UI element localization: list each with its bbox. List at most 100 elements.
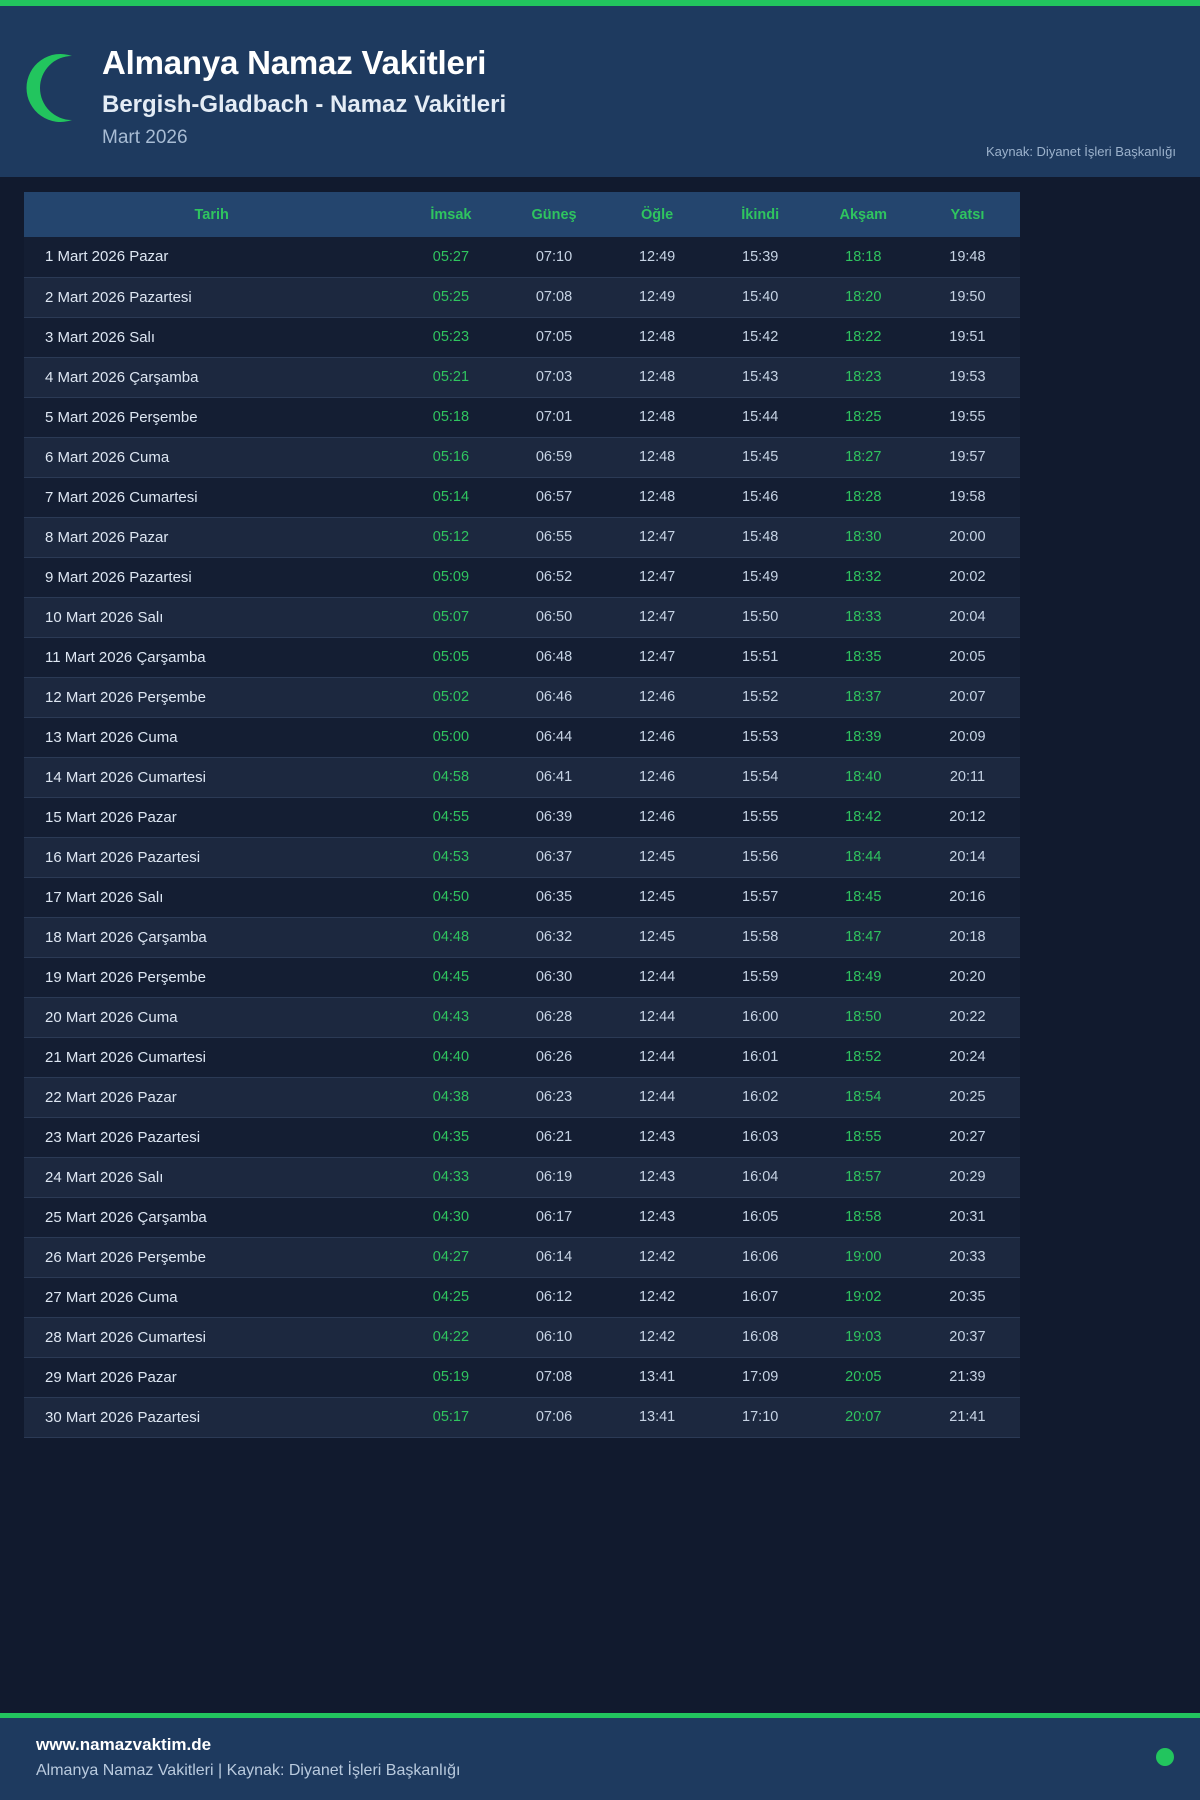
cell-date: 22 Mart 2026 Pazar xyxy=(45,1088,177,1106)
cell-ikindi: 16:04 xyxy=(742,1169,779,1185)
crescent-moon-icon xyxy=(22,52,88,124)
table-row[interactable]: 12 Mart 2026 Perşembe 05:02 06:46 12:46 15:5… xyxy=(24,677,1020,717)
table-row[interactable]: 24 Mart 2026 Salı 04:33 06:19 12:43 16:04 18:… xyxy=(24,1157,1020,1197)
cell-imsak: 05:09 xyxy=(432,569,470,585)
table-row[interactable]: 13 Mart 2026 Cuma 05:00 06:44 12:46 15:53 18:… xyxy=(24,717,1020,757)
column-header-gunes[interactable]: Güneş xyxy=(502,192,606,237)
cell-imsak: 05:14 xyxy=(432,489,470,505)
cell-gunes: 07:10 xyxy=(535,248,573,265)
city-subtitle: Bergish-Gladbach - Namaz Vakitleri xyxy=(102,91,507,118)
cell-ogle: 12:42 xyxy=(638,1249,676,1265)
cell-date: 19 Mart 2026 Perşembe xyxy=(45,968,206,986)
cell-date: 16 Mart 2026 Pazartesi xyxy=(45,848,201,866)
cell-date: 18 Mart 2026 Çarşamba xyxy=(45,928,207,946)
table-row[interactable]: 5 Mart 2026 Perşembe 05:18 07:01 12:48 15:44… xyxy=(24,397,1020,437)
table-row[interactable]: 18 Mart 2026 Çarşamba 04:48 06:32 12:45 15:5… xyxy=(24,917,1020,957)
cell-gunes: 06:23 xyxy=(535,1089,573,1105)
cell-date: 11 Mart 2026 Çarşamba xyxy=(45,648,206,666)
cell-aksam: 18:28 xyxy=(845,489,882,505)
cell-imsak: 04:33 xyxy=(432,1169,470,1185)
table-row[interactable]: 6 Mart 2026 Cuma 05:16 06:59 12:48 15:45 18:2… xyxy=(24,437,1020,477)
cell-yatsi: 20:29 xyxy=(949,1169,986,1185)
table-row[interactable]: 19 Mart 2026 Perşembe 04:45 06:30 12:44 15:5… xyxy=(24,957,1020,997)
cell-yatsi: 20:00 xyxy=(949,529,986,545)
column-header-imsak[interactable]: İmsak xyxy=(399,192,503,237)
table-row[interactable]: 30 Mart 2026 Pazartesi 05:17 07:06 13:41 17:… xyxy=(24,1397,1020,1437)
table-row[interactable]: 17 Mart 2026 Salı 04:50 06:35 12:45 15:57 18:… xyxy=(24,877,1020,917)
cell-gunes: 06:14 xyxy=(535,1249,573,1265)
cell-ikindi: 16:07 xyxy=(742,1289,779,1305)
footer-site-link[interactable]: www.namazvaktim.de xyxy=(36,1735,212,1754)
column-header-tarih[interactable]: Tarih xyxy=(24,192,400,237)
cell-ogle: 13:41 xyxy=(638,1369,676,1385)
cell-aksam: 18:27 xyxy=(845,449,882,465)
table-row[interactable]: 2 Mart 2026 Pazartesi 05:25 07:08 12:49 15:4… xyxy=(24,277,1020,317)
table-row[interactable]: 3 Mart 2026 Salı 05:23 07:05 12:48 15:42 18:2… xyxy=(24,317,1020,357)
cell-imsak: 04:58 xyxy=(432,769,470,785)
table-row[interactable]: 9 Mart 2026 Pazartesi 05:09 06:52 12:47 15:4… xyxy=(24,557,1020,597)
cell-aksam: 18:57 xyxy=(845,1169,882,1185)
cell-yatsi: 20:04 xyxy=(949,609,986,625)
cell-aksam: 18:42 xyxy=(845,809,882,825)
cell-aksam: 19:03 xyxy=(845,1329,882,1345)
table-row[interactable]: 23 Mart 2026 Pazartesi 04:35 06:21 12:43 16:… xyxy=(24,1117,1020,1157)
table-row[interactable]: 8 Mart 2026 Pazar 05:12 06:55 12:47 15:48 18:… xyxy=(24,517,1020,557)
table-row[interactable]: 11 Mart 2026 Çarşamba 05:05 06:48 12:47 15:5… xyxy=(24,637,1020,677)
cell-aksam: 18:55 xyxy=(845,1129,882,1145)
cell-aksam: 18:33 xyxy=(845,609,882,625)
cell-aksam: 18:50 xyxy=(845,1009,882,1025)
cell-yatsi: 20:35 xyxy=(949,1289,986,1305)
table-row[interactable]: 16 Mart 2026 Pazartesi 04:53 06:37 12:45 15:… xyxy=(24,837,1020,877)
table-row[interactable]: 1 Mart 2026 Pazar 05:27 07:10 12:49 15:39 18:… xyxy=(24,237,1020,277)
cell-ogle: 12:47 xyxy=(638,649,676,665)
column-header-yatsi[interactable]: Yatsı xyxy=(914,192,1020,237)
cell-ogle: 12:46 xyxy=(638,729,676,745)
cell-aksam: 18:35 xyxy=(845,649,882,665)
cell-imsak: 04:25 xyxy=(432,1289,470,1305)
cell-aksam: 20:07 xyxy=(845,1409,882,1425)
cell-yatsi: 20:12 xyxy=(949,809,986,825)
cell-imsak: 04:35 xyxy=(432,1129,470,1145)
cell-gunes: 06:26 xyxy=(535,1049,573,1065)
cell-yatsi: 20:09 xyxy=(949,729,986,745)
prayer-times-table: Tarih İmsak Güneş Öğle İkindi Akşam Yats… xyxy=(24,192,1020,1438)
table-row[interactable]: 14 Mart 2026 Cumartesi 04:58 06:41 12:46 15:… xyxy=(24,757,1020,797)
cell-date: 4 Mart 2026 Çarşamba xyxy=(45,368,199,386)
cell-date: 24 Mart 2026 Salı xyxy=(45,1168,164,1186)
table-row[interactable]: 29 Mart 2026 Pazar 05:19 07:08 13:41 17:09 20… xyxy=(24,1357,1020,1397)
table-row[interactable]: 26 Mart 2026 Perşembe 04:27 06:14 12:42 16:0… xyxy=(24,1237,1020,1277)
cell-ogle: 12:49 xyxy=(638,289,676,305)
cell-date: 15 Mart 2026 Pazar xyxy=(45,808,177,826)
cell-yatsi: 20:33 xyxy=(949,1249,986,1265)
table-row[interactable]: 10 Mart 2026 Salı 05:07 06:50 12:47 15:50 18:… xyxy=(24,597,1020,637)
cell-gunes: 07:03 xyxy=(535,369,573,385)
table-row[interactable]: 27 Mart 2026 Cuma 04:25 06:12 12:42 16:07 19:… xyxy=(24,1277,1020,1317)
cell-ogle: 12:45 xyxy=(638,929,676,945)
cell-ogle: 12:47 xyxy=(638,569,676,585)
table-row[interactable]: 28 Mart 2026 Cumartesi 04:22 06:10 12:42 16:… xyxy=(24,1317,1020,1357)
cell-yatsi: 21:41 xyxy=(949,1409,986,1425)
page-header: Almanya Namaz Vakitleri Bergish-Gladbach… xyxy=(0,6,1200,177)
table-row[interactable]: 21 Mart 2026 Cumartesi 04:40 06:26 12:44 16:… xyxy=(24,1037,1020,1077)
table-row[interactable]: 4 Mart 2026 Çarşamba 05:21 07:03 12:48 15:43… xyxy=(24,357,1020,397)
table-row[interactable]: 15 Mart 2026 Pazar 04:55 06:39 12:46 15:55 18… xyxy=(24,797,1020,837)
table-row[interactable]: 22 Mart 2026 Pazar 04:38 06:23 12:44 16:02 18… xyxy=(24,1077,1020,1117)
cell-gunes: 06:30 xyxy=(535,969,573,985)
cell-ikindi: 15:42 xyxy=(742,329,779,345)
cell-yatsi: 20:37 xyxy=(949,1329,986,1345)
cell-gunes: 06:52 xyxy=(535,569,573,585)
cell-imsak: 04:40 xyxy=(432,1049,470,1065)
top-accent-bar xyxy=(0,0,1200,6)
column-header-ogle[interactable]: Öğle xyxy=(605,192,709,237)
table-row[interactable]: 25 Mart 2026 Çarşamba 04:30 06:17 12:43 16:0… xyxy=(24,1197,1020,1237)
cell-aksam: 18:54 xyxy=(845,1089,882,1105)
column-header-ikindi[interactable]: İkindi xyxy=(708,192,812,237)
table-row[interactable]: 7 Mart 2026 Cumartesi 05:14 06:57 12:48 15:4… xyxy=(24,477,1020,517)
cell-aksam: 18:44 xyxy=(845,849,882,865)
cell-ogle: 12:42 xyxy=(638,1329,676,1345)
table-row[interactable]: 20 Mart 2026 Cuma 04:43 06:28 12:44 16:00 18:… xyxy=(24,997,1020,1037)
cell-aksam: 19:02 xyxy=(845,1289,882,1305)
cell-ikindi: 15:46 xyxy=(742,489,779,505)
cell-ikindi: 15:57 xyxy=(742,889,779,905)
column-header-aksam[interactable]: Akşam xyxy=(811,192,915,237)
